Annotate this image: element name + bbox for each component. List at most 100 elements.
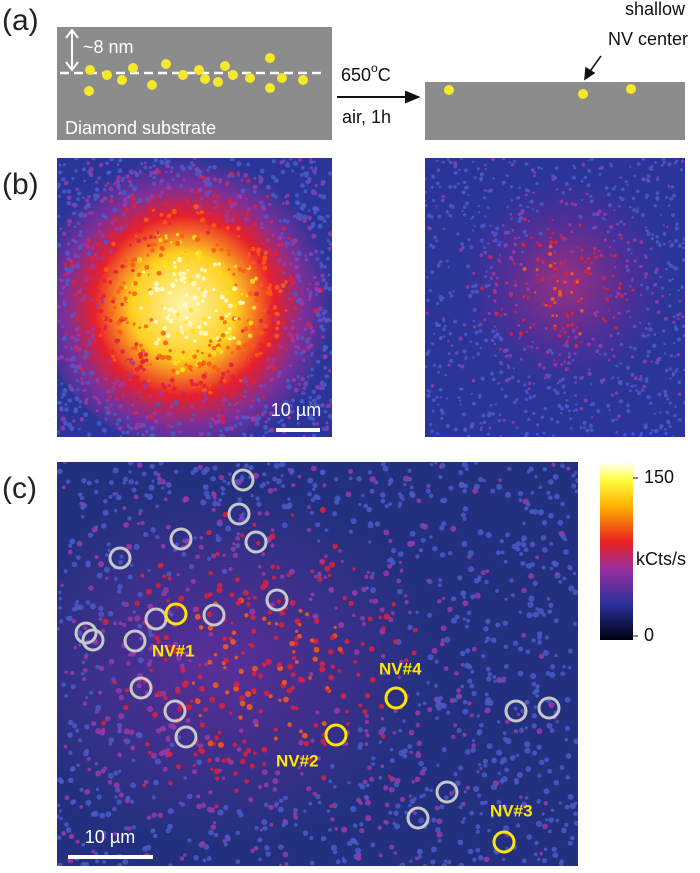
- spot: [207, 315, 212, 320]
- spot: [71, 176, 75, 181]
- spot: [85, 380, 91, 386]
- spot: [237, 317, 241, 321]
- spot: [156, 651, 163, 658]
- spot: [227, 402, 232, 407]
- spot: [662, 329, 666, 333]
- spot: [315, 256, 320, 262]
- spot: [315, 292, 319, 297]
- spot: [206, 556, 212, 561]
- spot: [490, 488, 496, 494]
- spot: [426, 483, 431, 488]
- spot: [57, 400, 63, 405]
- spot: [222, 553, 226, 557]
- spot: [123, 704, 129, 711]
- spot: [84, 695, 89, 700]
- spot: [307, 209, 311, 213]
- spot: [383, 570, 390, 577]
- spot: [660, 286, 665, 290]
- spot: [265, 851, 271, 857]
- spot: [145, 415, 149, 419]
- spot: [167, 165, 170, 169]
- spot: [535, 346, 539, 350]
- spot: [290, 336, 295, 341]
- spot: [443, 795, 449, 801]
- spot: [457, 575, 463, 581]
- spot: [271, 159, 277, 164]
- spot: [370, 842, 376, 848]
- spot: [237, 194, 243, 200]
- spot: [600, 254, 604, 258]
- spot: [538, 653, 545, 659]
- spot: [483, 188, 487, 192]
- spot: [499, 314, 503, 317]
- spot: [111, 385, 116, 390]
- spot: [289, 640, 295, 647]
- spot: [104, 377, 109, 381]
- spot: [95, 704, 102, 711]
- spot: [218, 498, 223, 503]
- spot: [187, 320, 193, 327]
- pl-spots: [57, 462, 578, 866]
- spot: [192, 339, 197, 343]
- spot: [574, 394, 578, 397]
- spot: [610, 347, 614, 351]
- spot: [471, 160, 475, 163]
- spot: [108, 737, 115, 743]
- spot: [495, 332, 500, 337]
- spot: [317, 571, 322, 575]
- spot: [415, 752, 422, 759]
- spot: [554, 493, 560, 500]
- spot: [618, 282, 623, 286]
- spot: [603, 212, 607, 217]
- ring: [169, 527, 193, 551]
- spot: [422, 793, 426, 797]
- spot: [665, 410, 670, 415]
- spot: [664, 427, 667, 431]
- spot: [269, 427, 275, 433]
- spot: [210, 475, 216, 482]
- spot: [542, 467, 548, 472]
- spot: [578, 331, 582, 336]
- spot: [274, 284, 280, 290]
- spot: [353, 660, 357, 664]
- spot: [142, 783, 146, 788]
- spot: [563, 260, 567, 264]
- spot: [602, 286, 606, 290]
- spot: [281, 484, 286, 488]
- spot: [524, 796, 529, 800]
- spot: [122, 197, 128, 203]
- spot: [195, 698, 201, 705]
- spot: [62, 302, 67, 307]
- spot: [669, 377, 672, 380]
- spot: [559, 330, 562, 333]
- spot: [131, 825, 137, 830]
- spot: [426, 579, 430, 583]
- spot: [555, 720, 559, 724]
- spot: [360, 615, 366, 621]
- spot: [118, 383, 123, 388]
- spot: [86, 756, 91, 761]
- spot: [330, 319, 332, 323]
- spot: [97, 222, 102, 227]
- spot: [231, 630, 237, 636]
- spot: [533, 291, 537, 294]
- spot: [316, 394, 322, 400]
- spot: [286, 687, 293, 694]
- spot: [254, 421, 260, 427]
- spot: [79, 230, 83, 234]
- spot: [225, 836, 231, 842]
- spot: [209, 696, 216, 703]
- spot: [453, 771, 458, 777]
- spot: [670, 185, 674, 189]
- spot: [497, 382, 500, 385]
- spot: [256, 247, 262, 253]
- spot: [169, 742, 175, 748]
- spot: [160, 690, 167, 697]
- spot: [278, 863, 283, 866]
- spot: [548, 602, 554, 608]
- spot: [640, 388, 645, 392]
- spot: [542, 431, 546, 435]
- spot: [83, 388, 87, 392]
- spot: [124, 285, 128, 290]
- spot: [285, 163, 290, 169]
